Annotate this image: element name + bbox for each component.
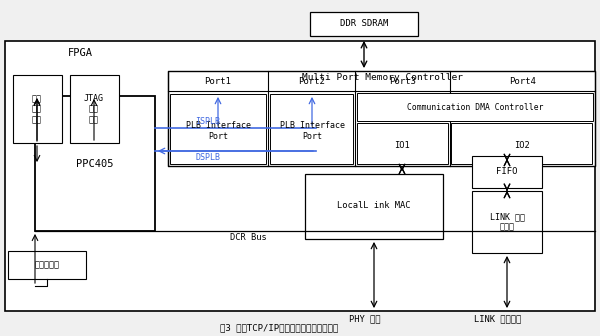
Bar — [305, 174, 443, 239]
Text: IO1: IO1 — [394, 140, 410, 150]
Bar — [170, 94, 266, 164]
Text: FPGA: FPGA — [67, 48, 92, 58]
Text: PHY 接口: PHY 接口 — [349, 314, 381, 324]
Bar — [70, 75, 119, 143]
Text: 图3 基于TCP/IP的数据分发系统实现框架: 图3 基于TCP/IP的数据分发系统实现框架 — [220, 324, 338, 333]
Bar — [270, 94, 353, 164]
Bar — [357, 123, 448, 164]
Text: Port4: Port4 — [509, 77, 536, 85]
Bar — [8, 251, 86, 279]
Text: Port2: Port2 — [298, 77, 325, 85]
Text: LocalL ink MAC: LocalL ink MAC — [337, 202, 411, 210]
Text: PLB Interface
Port: PLB Interface Port — [185, 121, 251, 141]
Text: ISPLB: ISPLB — [195, 117, 220, 126]
Text: Port3: Port3 — [389, 77, 416, 85]
Text: FIFO: FIFO — [496, 168, 518, 176]
Text: 系统
复位
模块: 系统 复位 模块 — [32, 94, 42, 124]
Bar — [357, 93, 593, 121]
Bar — [5, 41, 595, 311]
Text: DSPLB: DSPLB — [195, 154, 220, 163]
Text: PLB Interface
Port: PLB Interface Port — [280, 121, 344, 141]
Text: LINK 链路接口: LINK 链路接口 — [475, 314, 521, 324]
Text: JTAG
控制
模块: JTAG 控制 模块 — [84, 94, 104, 124]
Text: LINK 链路
口接口: LINK 链路 口接口 — [490, 212, 524, 232]
Text: DCR Bus: DCR Bus — [230, 233, 267, 242]
Bar — [13, 75, 62, 143]
Text: DDR SDRAM: DDR SDRAM — [340, 19, 388, 29]
Text: PPC405: PPC405 — [76, 159, 114, 169]
Bar — [310, 12, 418, 36]
Text: IO2: IO2 — [514, 140, 530, 150]
Text: Multi Port Memory Controller: Multi Port Memory Controller — [302, 74, 463, 83]
Bar — [472, 191, 542, 253]
Bar — [35, 96, 155, 231]
Bar — [472, 156, 542, 188]
Text: Communication DMA Controller: Communication DMA Controller — [407, 102, 543, 112]
Bar — [168, 71, 595, 166]
Text: 异步收发器: 异步收发器 — [35, 260, 59, 269]
Text: Port1: Port1 — [205, 77, 232, 85]
Bar — [451, 123, 592, 164]
